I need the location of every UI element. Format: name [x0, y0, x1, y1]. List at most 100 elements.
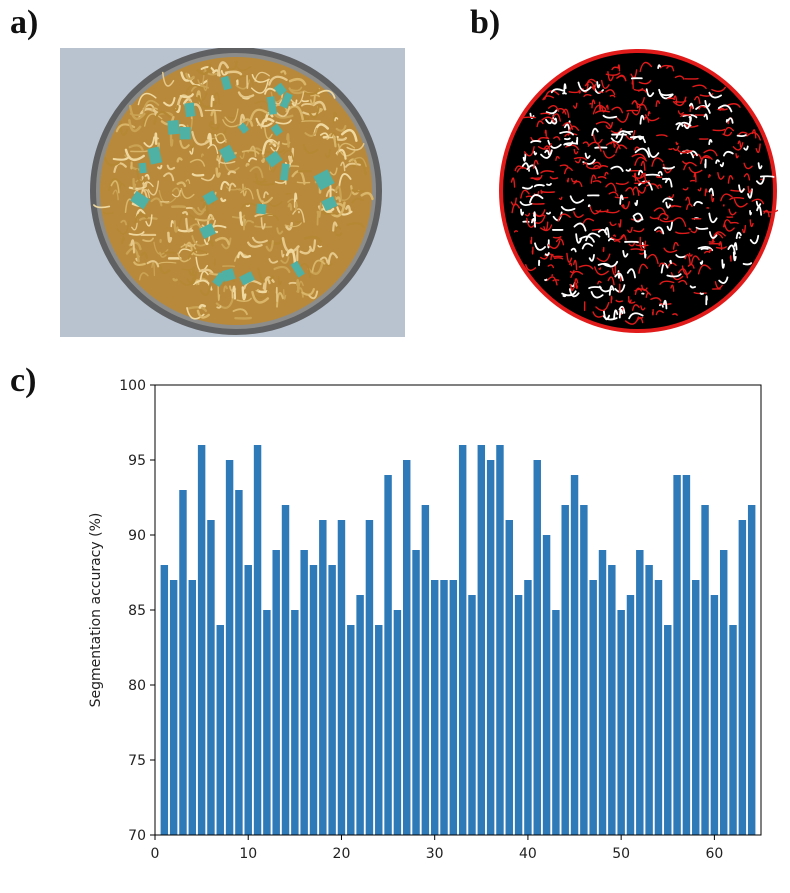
fiber-strand: [179, 273, 196, 286]
bar-35: [477, 445, 486, 835]
mask-strand: [570, 270, 584, 278]
fiber-strand: [112, 189, 119, 201]
mask-strand: [666, 65, 675, 72]
fiber-strand: [171, 189, 182, 198]
mask-strand: [641, 284, 648, 291]
mask-strand: [622, 130, 634, 133]
mask-strand: [602, 246, 605, 253]
mask-strand: [657, 170, 663, 176]
mask-strand: [727, 244, 736, 255]
fiber-strand: [188, 266, 196, 277]
fiber-strand: [303, 114, 310, 121]
fiber-strand: [324, 263, 333, 267]
green-patch: [270, 123, 283, 137]
fiber-strand: [110, 180, 120, 194]
mask-strand: [582, 141, 590, 146]
fiber-strand: [202, 201, 209, 217]
mask-strand: [743, 173, 751, 181]
mask-strand: [592, 165, 601, 169]
mask-strand: [699, 292, 704, 295]
y-tick-label: 100: [119, 378, 146, 394]
mask-strand: [700, 156, 711, 160]
mask-strand: [605, 210, 620, 214]
bar-52: [636, 550, 644, 835]
bar-25: [384, 475, 392, 835]
mask-strand: [688, 166, 703, 174]
fiber-strand: [289, 91, 305, 105]
panel-label-c: c): [10, 362, 37, 399]
fiber-strand: [283, 149, 294, 161]
mask-strand: [733, 242, 738, 251]
mask-strand: [721, 259, 725, 269]
mask-strand: [621, 201, 631, 210]
mask-strand: [595, 209, 608, 213]
mask-strand: [547, 264, 555, 269]
mask-strand: [533, 184, 545, 188]
fiber-strand: [324, 148, 331, 159]
mask-strand: [645, 183, 659, 190]
mask-strand: [633, 172, 637, 182]
fiber-strand: [317, 89, 336, 99]
fiber-strand: [119, 182, 126, 192]
mask-strand: [549, 176, 559, 180]
fiber-strand: [216, 158, 236, 165]
mask-strand: [547, 239, 550, 249]
bar-16: [300, 550, 308, 835]
fiber-strand: [128, 119, 142, 133]
mask-strand: [544, 129, 547, 137]
fiber-strand: [338, 173, 352, 188]
fiber-strand: [227, 170, 237, 176]
bar-7: [216, 625, 224, 835]
mask-strand: [747, 188, 753, 199]
bar-12: [263, 610, 271, 835]
mask-strand: [582, 162, 588, 167]
fiber-strand: [224, 70, 243, 76]
mask-strand: [638, 136, 643, 140]
mask-strand: [689, 105, 694, 112]
mask-strand: [547, 240, 561, 249]
fiber-strand: [220, 70, 228, 76]
fiber-strand: [303, 235, 322, 243]
mask-strand: [637, 169, 644, 176]
mask-strand: [631, 100, 639, 109]
mask-strand: [569, 283, 575, 292]
bar-50: [617, 610, 625, 835]
green-patch: [266, 96, 278, 115]
bar-64: [747, 505, 756, 835]
mask-strand: [595, 301, 610, 312]
mask-strand: [717, 172, 725, 180]
fiber-strand: [213, 92, 221, 105]
mask-strand: [659, 280, 675, 285]
mask-strand: [732, 142, 744, 151]
fiber-strand: [234, 60, 252, 71]
mask-strand: [627, 226, 633, 234]
mask-strand: [749, 234, 760, 245]
fiber-strand: [241, 286, 247, 301]
fiber-strand: [257, 267, 274, 283]
fiber-strand: [308, 105, 320, 119]
mask-strand: [605, 104, 609, 110]
mask-strand: [675, 122, 684, 127]
bar-47: [589, 580, 597, 835]
fiber-strand: [169, 130, 174, 147]
fiber-strand: [194, 216, 214, 222]
green-patch: [273, 82, 287, 97]
mask-strand: [719, 162, 725, 168]
mask-strand: [662, 166, 676, 170]
fiber-strand: [351, 156, 367, 168]
fiber-strand: [280, 69, 287, 75]
x-tick-label: 60: [705, 846, 723, 862]
mask-strand: [692, 84, 707, 90]
fiber-strand: [277, 275, 282, 286]
green-patch: [184, 102, 196, 118]
mask-strand: [755, 200, 762, 207]
fiber-strand: [310, 94, 320, 98]
fiber-strand: [167, 231, 173, 243]
mask-strand: [684, 123, 699, 128]
mask-strand: [531, 246, 534, 255]
mask-strand: [559, 131, 574, 136]
mask-strand: [552, 236, 562, 239]
mask-strand: [723, 126, 734, 136]
mask-strand: [553, 136, 561, 141]
fiber-strand: [189, 158, 206, 167]
